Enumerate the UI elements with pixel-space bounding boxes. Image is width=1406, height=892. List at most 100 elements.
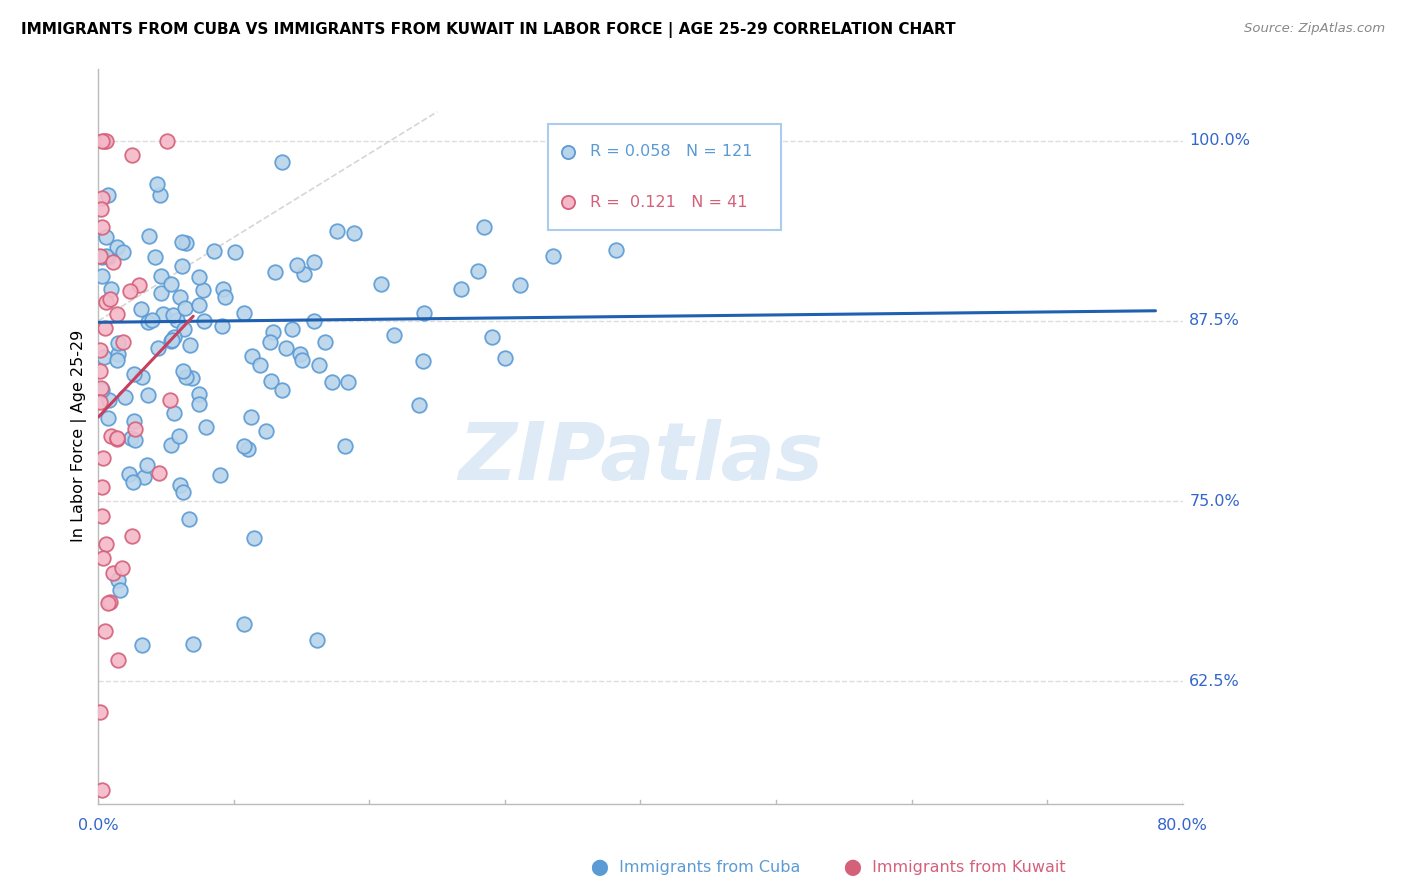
- Text: 0.0%: 0.0%: [79, 818, 118, 833]
- Point: [105, 307, 128, 321]
- Point: [254, 425, 277, 439]
- Text: 62.5%: 62.5%: [1189, 673, 1240, 689]
- Text: R = 0.058   N = 121: R = 0.058 N = 121: [589, 145, 752, 159]
- Point: [243, 532, 266, 546]
- Point: [138, 228, 160, 243]
- Point: [124, 434, 146, 448]
- Point: [94, 294, 117, 309]
- Point: [187, 298, 209, 312]
- Y-axis label: In Labor Force | Age 25-29: In Labor Force | Age 25-29: [72, 330, 87, 542]
- Point: [270, 384, 292, 398]
- Point: [101, 255, 124, 269]
- Point: [107, 336, 129, 351]
- Point: [174, 369, 197, 384]
- Point: [211, 282, 233, 296]
- Point: [259, 334, 281, 349]
- Point: [91, 383, 114, 397]
- Point: [122, 367, 145, 381]
- Point: [121, 529, 143, 543]
- Point: [100, 429, 122, 443]
- Point: [232, 439, 254, 453]
- Point: [118, 284, 141, 298]
- Point: [108, 582, 131, 597]
- Point: [167, 429, 190, 443]
- Point: [94, 537, 117, 551]
- Point: [370, 277, 392, 291]
- Point: [472, 219, 495, 234]
- Point: [90, 381, 112, 395]
- Point: [94, 321, 117, 335]
- Point: [290, 346, 312, 360]
- Point: [91, 134, 114, 148]
- Point: [181, 637, 204, 651]
- Point: [105, 240, 128, 254]
- Point: [118, 467, 141, 482]
- Point: [91, 551, 114, 566]
- Point: [114, 390, 136, 404]
- Point: [188, 269, 211, 284]
- Point: [605, 243, 627, 257]
- Point: [509, 278, 531, 293]
- Point: [91, 269, 114, 284]
- Point: [163, 330, 186, 344]
- Point: [160, 334, 183, 348]
- Text: ⬤  Immigrants from Cuba: ⬤ Immigrants from Cuba: [591, 860, 800, 876]
- Point: [141, 312, 163, 326]
- Text: ZIPatlas: ZIPatlas: [458, 419, 823, 497]
- Point: [304, 314, 326, 328]
- Point: [93, 134, 115, 148]
- Point: [89, 395, 111, 409]
- Point: [450, 282, 472, 296]
- Point: [156, 134, 179, 148]
- Point: [169, 290, 191, 304]
- Point: [148, 467, 170, 481]
- Point: [90, 220, 112, 235]
- Point: [494, 351, 516, 366]
- Text: IMMIGRANTS FROM CUBA VS IMMIGRANTS FROM KUWAIT IN LABOR FORCE | AGE 25-29 CORREL: IMMIGRANTS FROM CUBA VS IMMIGRANTS FROM …: [21, 22, 956, 38]
- Point: [128, 277, 150, 292]
- Text: 75.0%: 75.0%: [1189, 493, 1240, 508]
- Point: [177, 512, 200, 526]
- Point: [176, 236, 198, 251]
- Point: [233, 306, 256, 320]
- Point: [105, 432, 128, 446]
- Point: [148, 341, 170, 355]
- Text: ⬤  Immigrants from Kuwait: ⬤ Immigrants from Kuwait: [844, 860, 1066, 876]
- Point: [107, 653, 129, 667]
- Point: [145, 250, 167, 264]
- Text: 100.0%: 100.0%: [1189, 133, 1250, 148]
- Point: [97, 188, 120, 202]
- Point: [103, 566, 125, 581]
- Point: [321, 376, 343, 390]
- Point: [673, 396, 696, 410]
- Point: [181, 371, 204, 385]
- Point: [673, 296, 696, 310]
- Point: [408, 398, 430, 412]
- Point: [159, 393, 181, 408]
- Point: [121, 475, 143, 490]
- Point: [162, 308, 184, 322]
- Point: [170, 235, 193, 249]
- Point: [276, 341, 298, 355]
- Point: [121, 148, 143, 162]
- Point: [124, 422, 146, 436]
- Point: [233, 617, 256, 632]
- Point: [105, 353, 128, 368]
- Point: [166, 313, 188, 327]
- Text: Source: ZipAtlas.com: Source: ZipAtlas.com: [1244, 22, 1385, 36]
- Point: [162, 334, 184, 348]
- Point: [89, 705, 111, 719]
- Text: 80.0%: 80.0%: [1157, 818, 1208, 833]
- Point: [163, 406, 186, 420]
- Point: [98, 392, 121, 407]
- Point: [160, 437, 183, 451]
- Point: [100, 281, 122, 295]
- Point: [98, 292, 121, 306]
- Point: [89, 249, 111, 263]
- Point: [138, 388, 160, 402]
- Point: [159, 277, 181, 292]
- Point: [333, 439, 356, 453]
- Point: [172, 364, 194, 378]
- Point: [150, 286, 173, 301]
- Point: [214, 290, 236, 304]
